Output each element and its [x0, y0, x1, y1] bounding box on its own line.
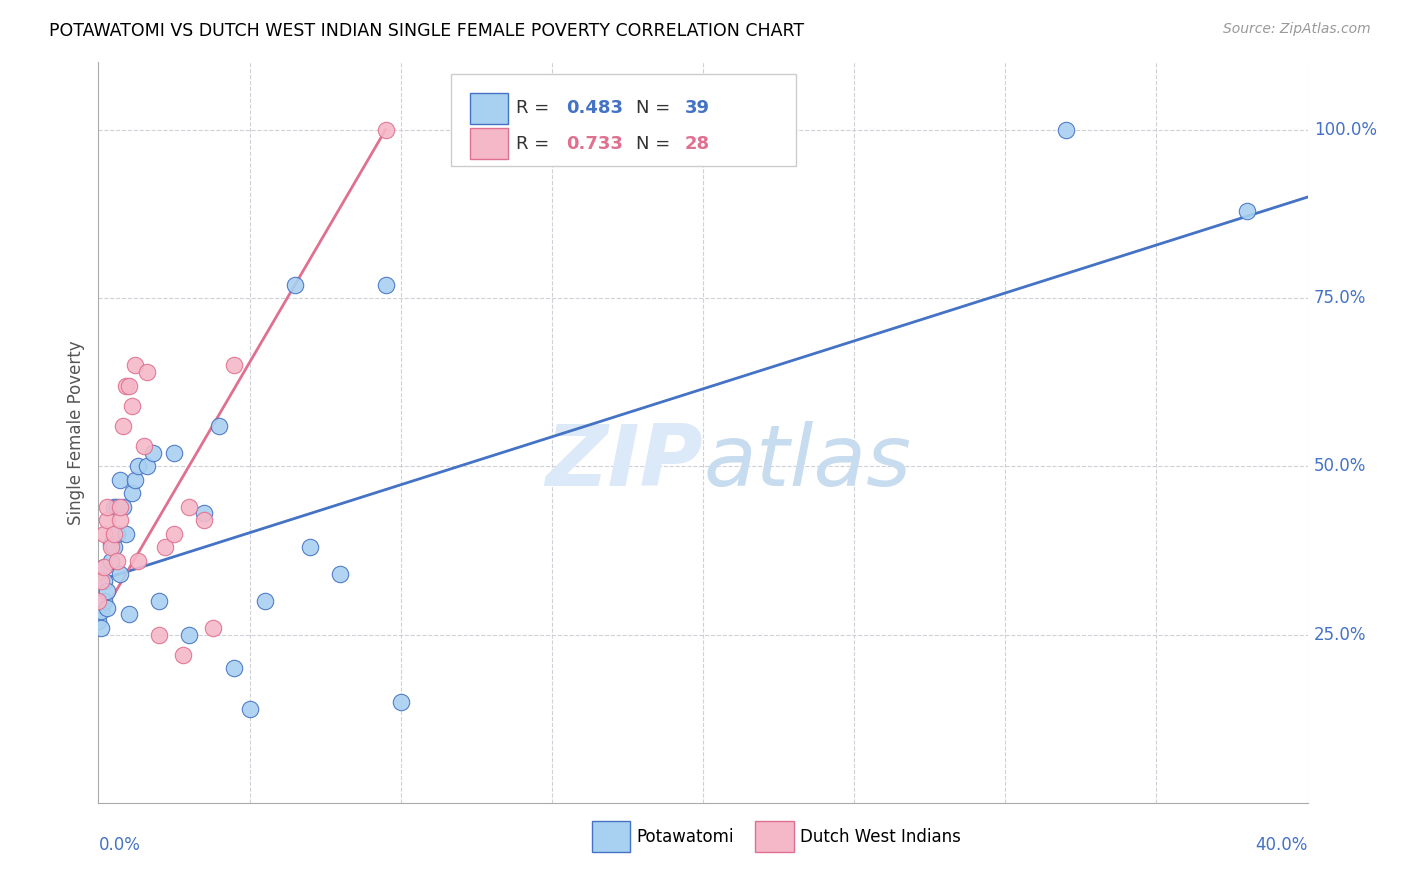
Point [124, 359, 146, 373]
Point [202, 621, 225, 635]
FancyBboxPatch shape [755, 822, 794, 853]
Point [253, 594, 276, 608]
Point [90, 604, 112, 618]
Point [93, 574, 115, 588]
Point [93, 526, 115, 541]
Point [179, 627, 201, 641]
Text: N =: N = [637, 99, 676, 118]
Point [108, 473, 131, 487]
Point [118, 607, 141, 622]
Text: POTAWATOMI VS DUTCH WEST INDIAN SINGLE FEMALE POVERTY CORRELATION CHART: POTAWATOMI VS DUTCH WEST INDIAN SINGLE F… [49, 22, 804, 40]
Point [105, 500, 128, 514]
Point [239, 701, 262, 715]
Point [135, 365, 157, 379]
Text: Source: ZipAtlas.com: Source: ZipAtlas.com [1223, 22, 1371, 37]
FancyBboxPatch shape [470, 93, 509, 124]
Point [374, 277, 396, 292]
Point [193, 513, 215, 527]
Point [135, 459, 157, 474]
Point [90, 574, 112, 588]
Point [96, 500, 118, 514]
Point [100, 553, 122, 567]
Text: ZIP: ZIP [546, 421, 703, 504]
Text: 0.0%: 0.0% [98, 836, 141, 855]
Point [96, 513, 118, 527]
Point [114, 526, 136, 541]
Point [284, 277, 307, 292]
Point [103, 540, 125, 554]
Point [389, 695, 412, 709]
Point [148, 594, 170, 608]
Text: 0.483: 0.483 [567, 99, 623, 118]
FancyBboxPatch shape [451, 73, 796, 166]
Text: R =: R = [516, 135, 554, 153]
Point [374, 122, 396, 136]
Point [1236, 203, 1258, 218]
Point [224, 359, 246, 373]
Point [108, 513, 131, 527]
Text: 50.0%: 50.0% [1313, 458, 1367, 475]
Text: N =: N = [637, 135, 676, 153]
Point [108, 566, 131, 581]
Point [193, 507, 215, 521]
Point [148, 627, 170, 641]
Text: Potawatomi: Potawatomi [637, 828, 734, 846]
Text: atlas: atlas [703, 421, 911, 504]
Text: 100.0%: 100.0% [1313, 120, 1376, 139]
Point [105, 553, 128, 567]
FancyBboxPatch shape [592, 822, 630, 853]
Point [103, 526, 125, 541]
Point [87, 614, 110, 628]
Point [108, 500, 131, 514]
Point [127, 459, 149, 474]
Point [114, 378, 136, 392]
Point [142, 446, 165, 460]
Point [153, 540, 176, 554]
Point [121, 486, 143, 500]
Point [103, 500, 125, 514]
Point [329, 566, 352, 581]
FancyBboxPatch shape [470, 128, 509, 160]
Point [93, 560, 115, 574]
Point [208, 418, 231, 433]
Point [124, 473, 146, 487]
Y-axis label: Single Female Poverty: Single Female Poverty [66, 341, 84, 524]
Point [1054, 122, 1077, 136]
Point [90, 621, 112, 635]
Text: 25.0%: 25.0% [1313, 625, 1367, 643]
Text: 75.0%: 75.0% [1313, 289, 1367, 307]
Text: 40.0%: 40.0% [1256, 836, 1308, 855]
Point [105, 526, 128, 541]
Text: 28: 28 [685, 135, 710, 153]
Text: R =: R = [516, 99, 554, 118]
Point [93, 560, 115, 574]
Point [93, 594, 115, 608]
Point [100, 540, 122, 554]
Text: 39: 39 [685, 99, 710, 118]
Point [118, 378, 141, 392]
Point [96, 600, 118, 615]
Point [100, 536, 122, 550]
Point [111, 418, 134, 433]
Point [121, 399, 143, 413]
Point [87, 594, 110, 608]
Point [179, 500, 201, 514]
Point [163, 446, 186, 460]
Point [224, 661, 246, 675]
Point [96, 583, 118, 598]
Text: 0.733: 0.733 [567, 135, 623, 153]
Point [163, 526, 186, 541]
Text: Dutch West Indians: Dutch West Indians [800, 828, 960, 846]
Point [299, 540, 322, 554]
Point [132, 439, 155, 453]
Point [127, 553, 149, 567]
Point [172, 648, 194, 662]
Point [111, 500, 134, 514]
